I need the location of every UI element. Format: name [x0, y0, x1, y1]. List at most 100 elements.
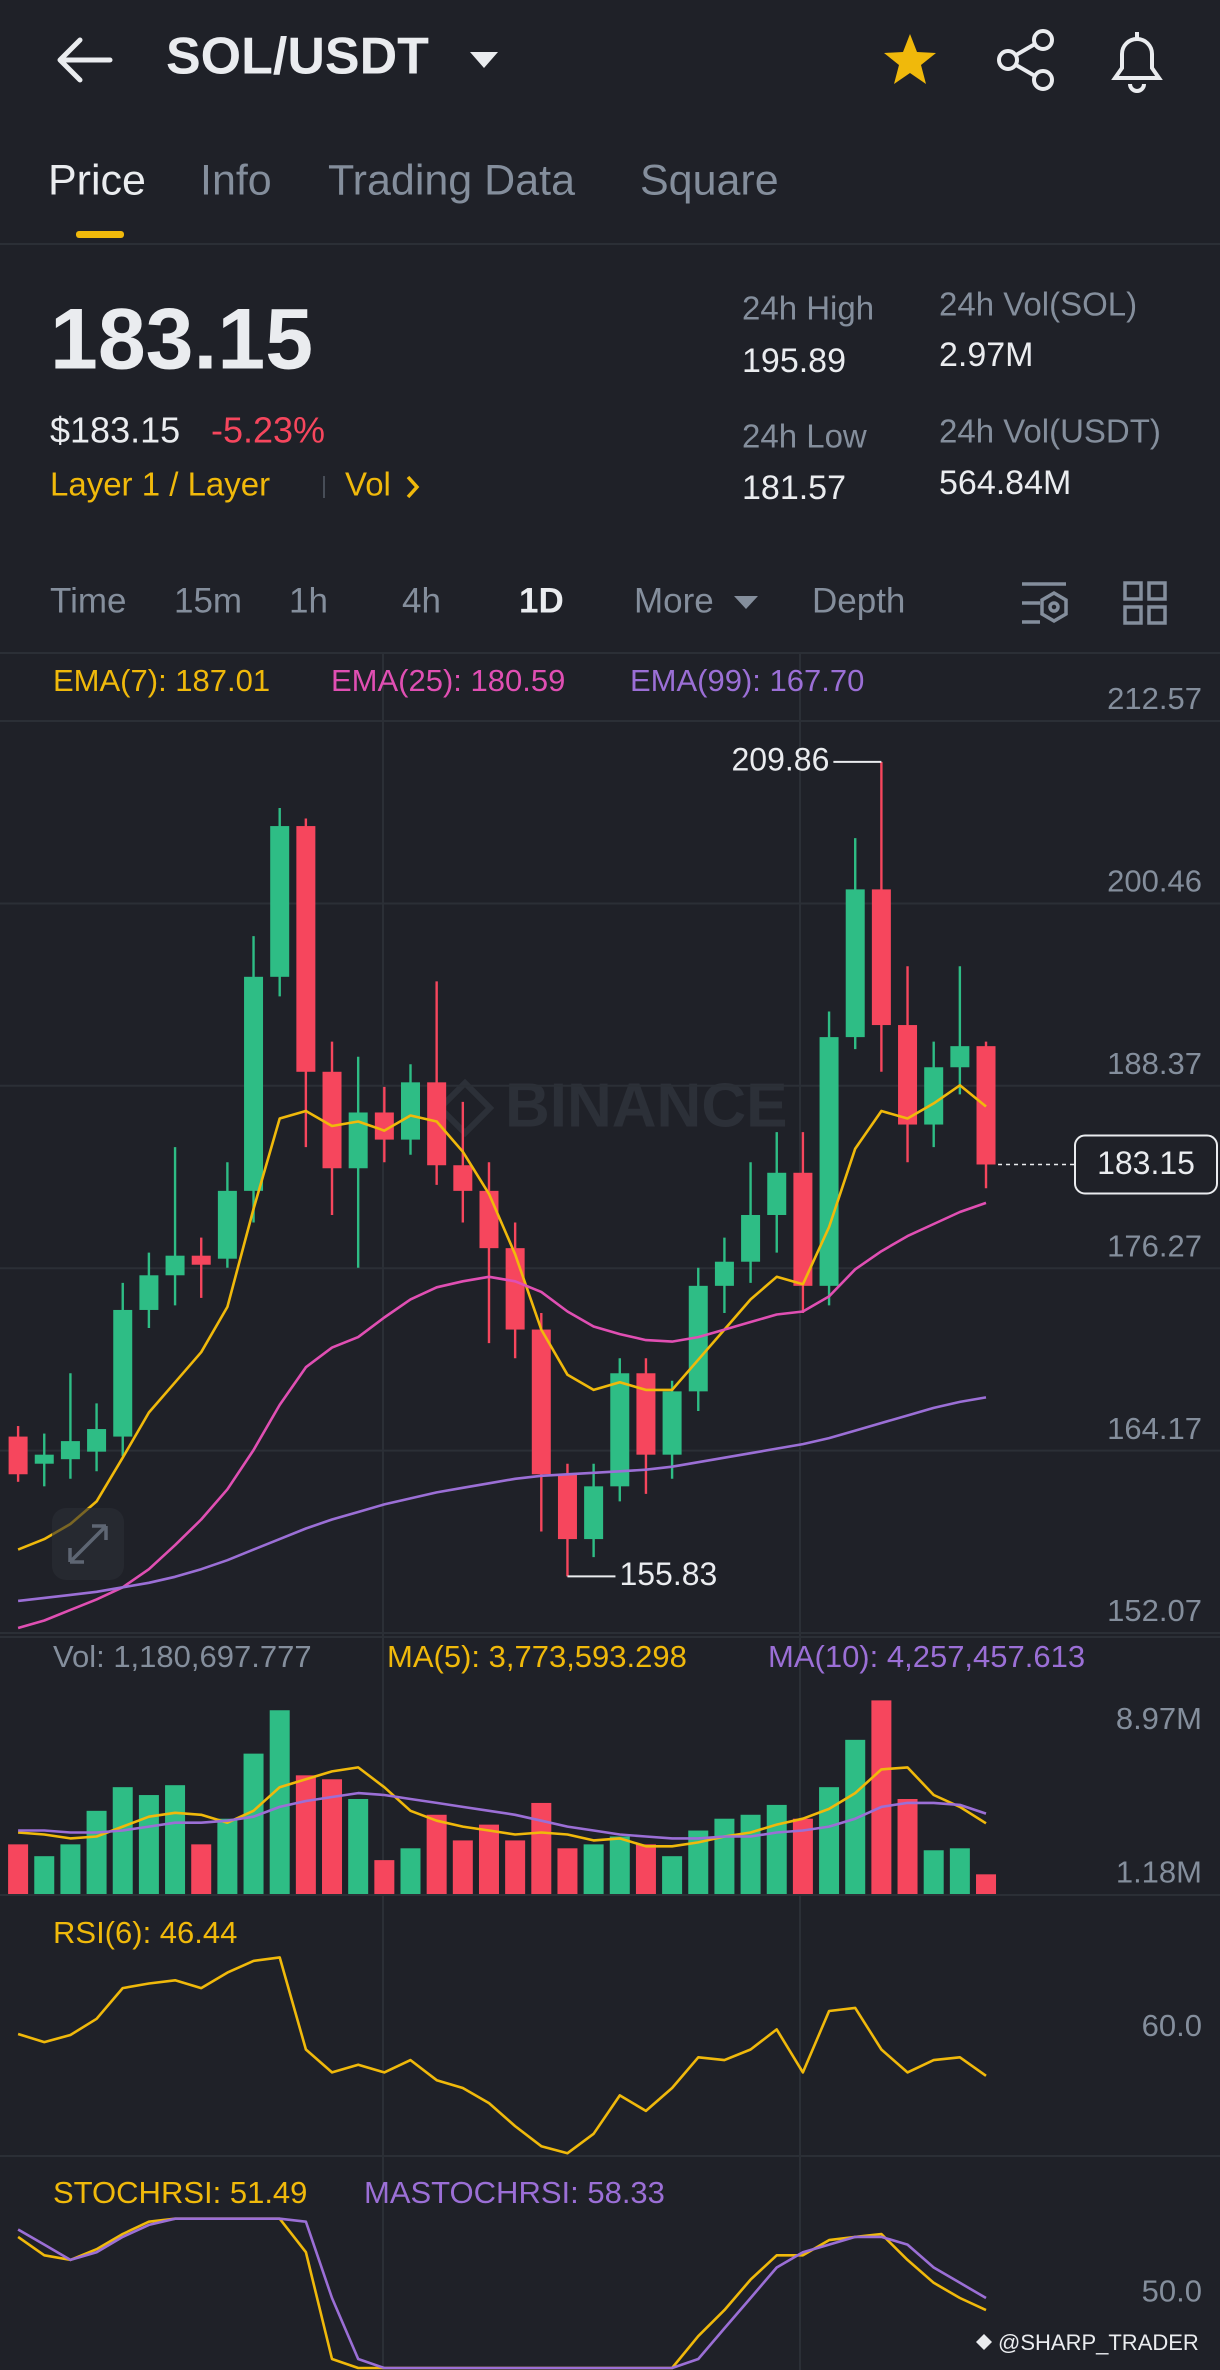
indicator-line: [18, 1791, 987, 1840]
interval-active[interactable]: 1D: [519, 581, 564, 620]
y-tick-label: 188.37: [1107, 1046, 1202, 1081]
candle-body: [636, 1373, 656, 1455]
candle-body: [401, 1082, 420, 1140]
layout-toggle[interactable]: [1123, 581, 1167, 625]
candle-body: [191, 1255, 211, 1265]
legend-label: MA(10): 4,257,457.613: [768, 1639, 1085, 1674]
volume-bar: [949, 1848, 970, 1894]
tab[interactable]: Price: [48, 156, 146, 204]
more-dropdown[interactable]: [734, 596, 758, 609]
candle-body: [584, 1486, 604, 1540]
candle-body: [793, 1172, 813, 1286]
indicator-line: [17, 1084, 987, 1551]
volume-bar: [243, 1753, 264, 1894]
panel: [17, 1956, 987, 2155]
volume-bar: [897, 1798, 918, 1894]
last-price: 183.15: [50, 292, 313, 388]
candle-body: [217, 1190, 237, 1259]
volume-bar: [819, 1787, 840, 1894]
expand-button[interactable]: [52, 1508, 124, 1580]
divider: [0, 243, 1220, 245]
volume-bar: [8, 1844, 29, 1894]
legend-label: Vol: 1,180,697.777: [53, 1639, 312, 1674]
stat-value: 564.84M: [939, 464, 1071, 502]
legend-label: RSI(6): 46.44: [53, 1915, 237, 1950]
candle-body: [557, 1474, 577, 1540]
candle-body: [139, 1275, 159, 1310]
panel: [17, 2217, 987, 2370]
tab[interactable]: Square: [640, 156, 779, 204]
alert-bell[interactable]: [1111, 32, 1163, 93]
vol-link-arrow: [406, 475, 420, 499]
candle-body: [165, 1255, 185, 1276]
interval[interactable]: 4h: [402, 581, 441, 620]
low-label: 155.83: [619, 1556, 717, 1592]
tab[interactable]: Info: [200, 156, 272, 204]
vol-link[interactable]: Vol: [345, 466, 391, 503]
candle-body: [662, 1391, 682, 1455]
interval[interactable]: Depth: [812, 581, 905, 620]
volume-bar: [138, 1795, 159, 1894]
volume-bar: [400, 1848, 421, 1894]
volume-bar: [923, 1850, 944, 1894]
share-button[interactable]: [997, 29, 1054, 91]
volume-bar: [60, 1844, 81, 1894]
y-tick-label: 1.18M: [1116, 1855, 1202, 1890]
pair-dropdown[interactable]: [470, 52, 498, 68]
volume-bar: [112, 1787, 133, 1894]
usd-price: $183.15: [50, 410, 180, 451]
volume-bar: [557, 1848, 578, 1894]
candle-body: [845, 889, 865, 1038]
candle-body: [296, 826, 316, 1072]
candle-body: [113, 1309, 133, 1437]
axis-labels: 60.0 RSI(6): 46.44: [53, 1915, 1202, 2043]
favorite-star[interactable]: [884, 34, 936, 84]
volume-bar: [740, 1814, 761, 1894]
volume-bar: [374, 1860, 395, 1894]
tab[interactable]: Trading Data: [328, 156, 575, 204]
back-button[interactable]: [57, 37, 113, 83]
candle-body: [8, 1436, 28, 1475]
price-change: -5.23%: [211, 410, 325, 451]
pair-title[interactable]: SOL/USDT: [166, 28, 429, 86]
interval[interactable]: More: [634, 581, 714, 620]
watermark: BINANCE: [435, 1071, 787, 1140]
indicator-line: [17, 1396, 987, 1603]
volume-bar: [845, 1739, 866, 1894]
volume-bar: [688, 1830, 709, 1894]
candle-body: [60, 1441, 80, 1460]
candle-body: [714, 1261, 734, 1286]
legend-label: STOCHRSI: 51.49: [53, 2175, 307, 2210]
volume-bar: [635, 1844, 656, 1894]
indicator-settings[interactable]: [1022, 582, 1068, 624]
last-price-label: 183.15: [1097, 1145, 1195, 1181]
volume-bar: [871, 1700, 892, 1894]
indicator-line: [17, 1201, 987, 1630]
y-tick-label: 8.97M: [1116, 1701, 1202, 1736]
candle-body: [871, 889, 891, 1026]
candle-body: [479, 1190, 499, 1249]
candle-body: [531, 1329, 551, 1475]
panel: [8, 1700, 997, 1894]
candle-body: [610, 1373, 630, 1487]
candle-body: [505, 1248, 525, 1330]
volume-bar: [217, 1818, 238, 1894]
watermark-text: BINANCE: [505, 1071, 787, 1140]
y-tick-label: 212.57: [1107, 681, 1202, 716]
candle-body: [374, 1112, 394, 1140]
last-price-tag: [1074, 1134, 1218, 1195]
candle-body: [453, 1165, 473, 1191]
divider: [0, 652, 1220, 654]
candle-body: [741, 1214, 761, 1262]
stat-label: 24h Low: [742, 418, 867, 455]
panel: 209.86 155.83: [0, 720, 1220, 1634]
legend-label: EMA(7): 187.01: [53, 663, 270, 698]
y-tick-label: 50.0: [1142, 2274, 1202, 2309]
y-tick-label: 60.0: [1142, 2008, 1202, 2043]
sector-tag[interactable]: Layer 1 / Layer: [50, 466, 270, 503]
interval[interactable]: Time: [50, 581, 126, 620]
interval[interactable]: 1h: [289, 581, 328, 620]
volume-bar: [86, 1810, 107, 1894]
interval[interactable]: 15m: [174, 581, 242, 620]
